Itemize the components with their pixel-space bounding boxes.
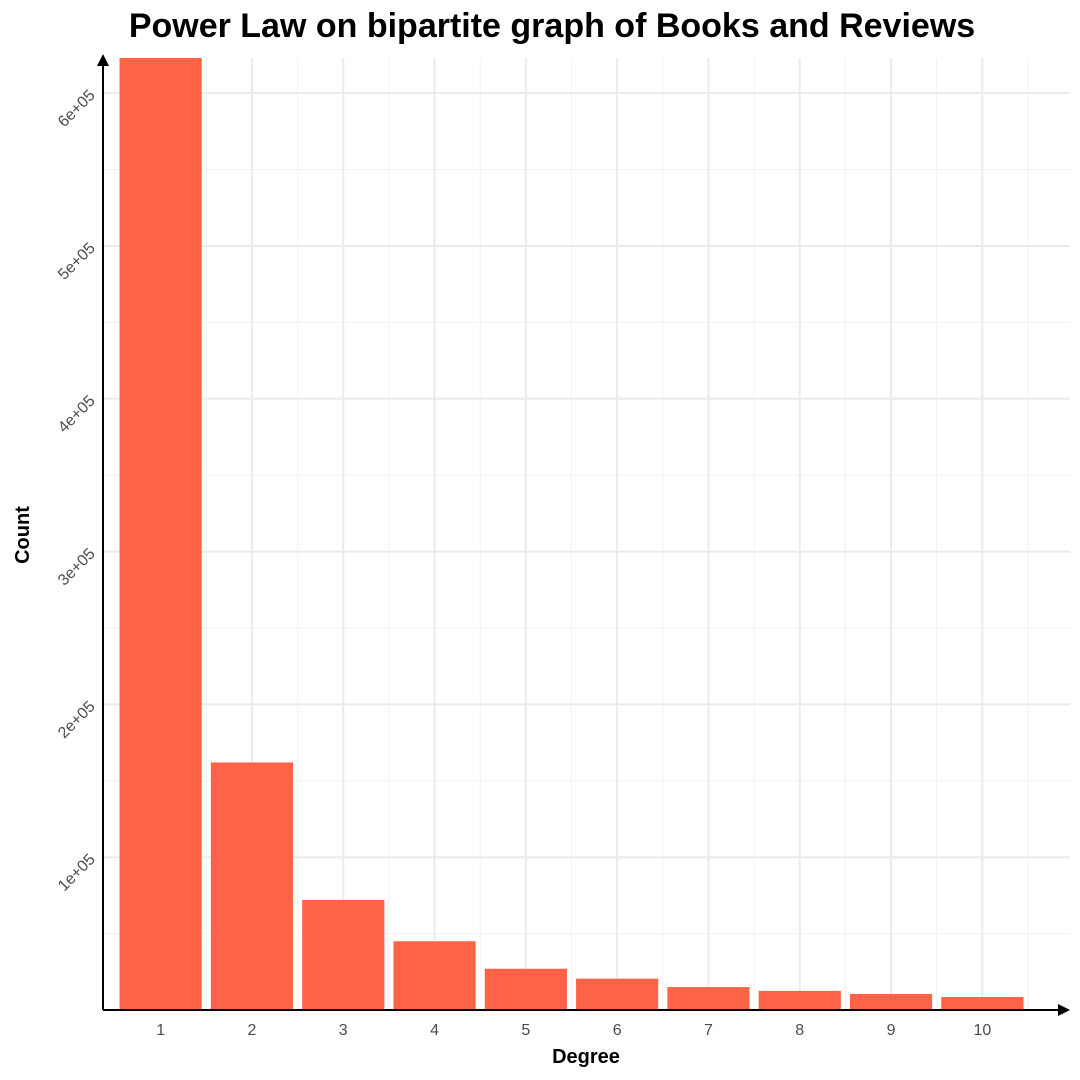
y-axis-arrow xyxy=(97,54,109,66)
y-tick-labels: 1e+05 2e+05 3e+05 4e+05 5e+05 6e+05 xyxy=(55,87,99,895)
y-tick-label: 5e+05 xyxy=(55,240,99,284)
x-tick-label: 10 xyxy=(973,1022,991,1039)
bar xyxy=(210,762,294,1010)
bar xyxy=(667,987,750,1010)
x-tick-label: 5 xyxy=(521,1022,530,1039)
x-tick-label: 8 xyxy=(795,1022,804,1039)
bar xyxy=(119,58,202,1010)
x-tick-label: 6 xyxy=(613,1022,622,1039)
bar xyxy=(758,990,841,1010)
grid xyxy=(103,58,1070,1010)
x-tick-label: 2 xyxy=(247,1022,256,1039)
y-tick-label: 3e+05 xyxy=(55,545,99,589)
axes xyxy=(97,54,1070,1016)
bar xyxy=(849,993,933,1010)
x-tick-label: 9 xyxy=(887,1022,896,1039)
bar xyxy=(576,978,659,1010)
bar xyxy=(393,941,476,1010)
y-tick-label: 6e+05 xyxy=(55,87,99,131)
y-tick-label: 1e+05 xyxy=(55,851,99,895)
y-tick-label: 2e+05 xyxy=(55,698,99,742)
x-axis-title: Degree xyxy=(552,1046,620,1068)
y-tick-label: 4e+05 xyxy=(55,392,99,436)
bar xyxy=(484,968,567,1010)
bar xyxy=(941,997,1024,1010)
chart-title: Power Law on bipartite graph of Books an… xyxy=(129,7,975,45)
x-axis-arrow xyxy=(1058,1004,1070,1016)
bars xyxy=(119,58,1024,1010)
x-tick-label: 3 xyxy=(339,1022,348,1039)
x-tick-label: 1 xyxy=(156,1022,165,1039)
x-tick-label: 4 xyxy=(430,1022,439,1039)
bar xyxy=(302,899,385,1010)
y-axis-title: Count xyxy=(12,506,34,564)
x-tick-labels: 1 2 3 4 5 6 7 8 9 10 xyxy=(156,1022,991,1039)
x-tick-label: 7 xyxy=(704,1022,713,1039)
